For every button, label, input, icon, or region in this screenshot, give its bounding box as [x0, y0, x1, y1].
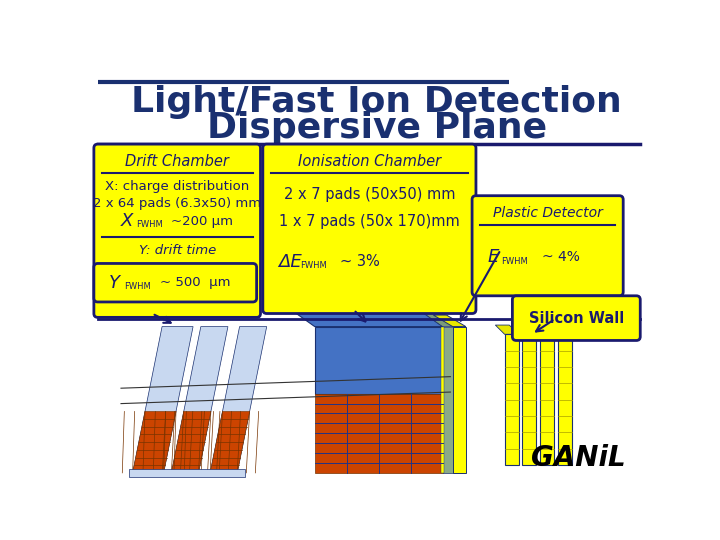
Polygon shape: [513, 325, 536, 334]
Text: Ionisation Chamber: Ionisation Chamber: [298, 154, 441, 170]
Polygon shape: [495, 325, 518, 334]
Polygon shape: [129, 469, 245, 477]
Polygon shape: [549, 325, 572, 334]
Polygon shape: [287, 307, 443, 327]
Text: E: E: [487, 248, 499, 266]
Polygon shape: [315, 394, 443, 473]
Text: X: X: [121, 212, 133, 230]
Polygon shape: [540, 334, 554, 465]
FancyBboxPatch shape: [263, 144, 476, 314]
Polygon shape: [441, 327, 444, 473]
Text: FWHM: FWHM: [300, 261, 327, 270]
Text: X: charge distribution: X: charge distribution: [105, 180, 249, 193]
Polygon shape: [433, 315, 466, 327]
Text: ΔE: ΔE: [278, 253, 302, 271]
Polygon shape: [523, 334, 536, 465]
Polygon shape: [315, 327, 443, 394]
Text: Y: drift time: Y: drift time: [138, 244, 216, 257]
Text: FWHM: FWHM: [502, 256, 528, 266]
Polygon shape: [531, 325, 554, 334]
Polygon shape: [132, 411, 176, 473]
Polygon shape: [453, 327, 466, 473]
Text: Plastic Detector: Plastic Detector: [492, 206, 603, 220]
Text: Drift Chamber: Drift Chamber: [125, 154, 229, 170]
Text: ~200 μm: ~200 μm: [171, 214, 233, 228]
Text: ~ 3%: ~ 3%: [341, 254, 380, 269]
Text: FWHM: FWHM: [124, 282, 151, 291]
FancyBboxPatch shape: [94, 264, 256, 302]
FancyBboxPatch shape: [472, 195, 624, 296]
FancyBboxPatch shape: [513, 296, 640, 340]
Text: 2 x 64 pads (6.3x50) mm: 2 x 64 pads (6.3x50) mm: [93, 197, 261, 210]
Text: ~ 4%: ~ 4%: [542, 251, 580, 264]
Text: FWHM: FWHM: [137, 220, 163, 230]
Polygon shape: [505, 334, 518, 465]
FancyBboxPatch shape: [94, 144, 261, 318]
Text: Silicon Wall: Silicon Wall: [528, 310, 624, 326]
Text: 1 x 7 pads (50x 170)mm: 1 x 7 pads (50x 170)mm: [279, 214, 460, 228]
Text: GANiL: GANiL: [531, 443, 626, 471]
Polygon shape: [132, 327, 193, 473]
Text: 2 x 7 pads (50x50) mm: 2 x 7 pads (50x50) mm: [284, 187, 455, 201]
Text: Dispersive Plane: Dispersive Plane: [207, 111, 546, 145]
Polygon shape: [415, 307, 462, 327]
Text: Y: Y: [109, 274, 120, 292]
Polygon shape: [171, 411, 211, 473]
Polygon shape: [558, 334, 572, 465]
Text: Light/Fast Ion Detection: Light/Fast Ion Detection: [131, 85, 622, 119]
Text: ~ 500  μm: ~ 500 μm: [160, 276, 230, 289]
Polygon shape: [171, 327, 228, 473]
Polygon shape: [443, 327, 462, 473]
Polygon shape: [210, 411, 250, 473]
Polygon shape: [210, 327, 266, 473]
